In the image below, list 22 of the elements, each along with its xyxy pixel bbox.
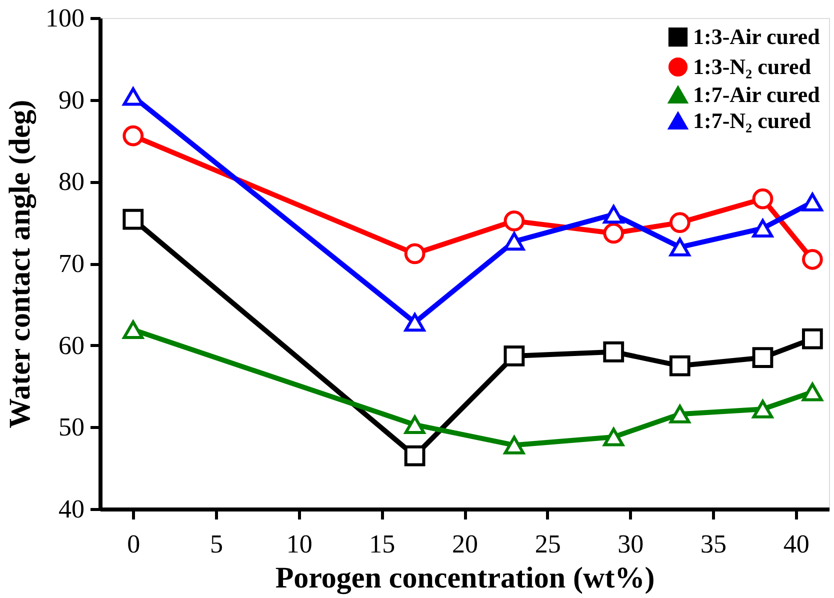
x-tick-label: 5 (210, 530, 223, 558)
legend-label: 1:3-N₂ cured (693, 54, 812, 79)
x-tick-label: 0 (127, 530, 140, 558)
y-tick-label: 80 (58, 167, 84, 196)
y-axis-title: Water contact angle (deg) (4, 100, 36, 428)
x-tick-label: 25 (534, 530, 561, 558)
x-tick-label: 10 (286, 530, 312, 558)
y-tick-label: 60 (58, 330, 84, 360)
x-axis-title: Porogen concentration (wt%) (275, 562, 655, 594)
y-tick-label: 100 (46, 4, 84, 32)
x-tick-label: 35 (700, 530, 727, 558)
y-tick-label: 40 (58, 494, 84, 524)
y-tick-label: 90 (58, 85, 84, 114)
x-tick-label: 30 (618, 530, 644, 558)
legend-label: 1:7-N₂ cured (693, 108, 812, 133)
x-tick-label: 15 (369, 530, 396, 558)
y-tick-label: 70 (58, 249, 84, 278)
x-tick-label: 20 (452, 530, 478, 558)
x-tick-label: 40 (783, 530, 810, 558)
y-tick-label: 50 (58, 412, 84, 442)
legend-label: 1:7-Air cured (693, 82, 820, 107)
legend-label: 1:3-Air cured (693, 24, 820, 49)
